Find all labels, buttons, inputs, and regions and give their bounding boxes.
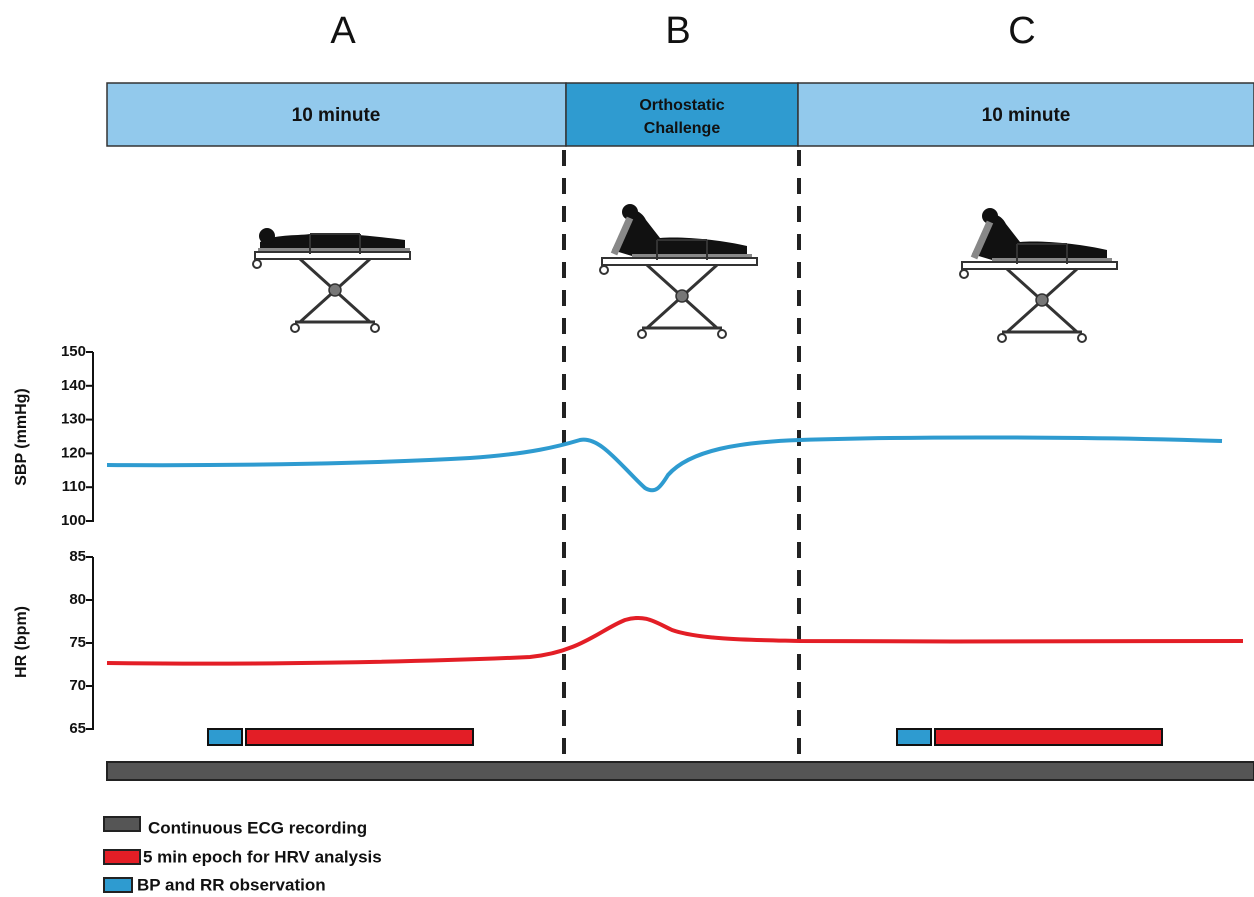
y-tick-label: 140 bbox=[61, 377, 86, 394]
phase-label: Orthostatic bbox=[639, 97, 724, 114]
hrv-window bbox=[935, 729, 1162, 745]
y-tick-label: 100 bbox=[61, 512, 86, 529]
y-tick-label: 110 bbox=[62, 478, 86, 495]
phase-label: 10 minute bbox=[292, 105, 381, 126]
legend-swatch bbox=[104, 878, 132, 892]
y-tick-label: 80 bbox=[69, 591, 86, 608]
hr-curve bbox=[107, 618, 1243, 664]
legend-label: 5 min epoch for HRV analysis bbox=[143, 847, 382, 866]
bp-rr-window bbox=[897, 729, 931, 745]
sbp-curve bbox=[107, 437, 1222, 490]
y-tick-label: 120 bbox=[61, 444, 86, 461]
phase-label: 10 minute bbox=[982, 105, 1071, 126]
legend-swatch bbox=[104, 817, 140, 831]
y-tick-label: 70 bbox=[69, 677, 86, 694]
y-tick-label: 85 bbox=[69, 548, 86, 565]
hrv-window bbox=[246, 729, 473, 745]
stretcher-tilted bbox=[600, 204, 757, 338]
bp-rr-window bbox=[208, 729, 242, 745]
y-tick-label: 65 bbox=[69, 720, 86, 737]
phase-letter: C bbox=[1008, 10, 1035, 52]
legend-swatch bbox=[104, 850, 140, 864]
phase-label: Challenge bbox=[644, 120, 721, 137]
y-tick-label: 130 bbox=[61, 411, 86, 428]
phase-letter: A bbox=[330, 10, 356, 52]
axes: SBP (mmHg) HR (bpm) 150 140 130 120 110 100 85… bbox=[13, 343, 93, 737]
legend: Continuous ECG recording 5 min epoch for… bbox=[104, 817, 382, 894]
stretcher-supine bbox=[253, 228, 410, 332]
ecg-bar bbox=[107, 762, 1254, 780]
y-tick-label: 150 bbox=[61, 343, 86, 360]
phase-letter: B bbox=[665, 10, 690, 52]
figure: A B C 10 minute Orthostatic Challenge 10… bbox=[0, 0, 1254, 897]
legend-label: Continuous ECG recording bbox=[148, 818, 367, 837]
phase-header: A B C 10 minute Orthostatic Challenge 10… bbox=[107, 10, 1254, 146]
legend-label: BP and RR observation bbox=[137, 875, 326, 894]
axis-label: SBP (mmHg) bbox=[13, 388, 30, 486]
y-tick-label: 75 bbox=[69, 634, 86, 651]
axis-label: HR (bpm) bbox=[13, 606, 30, 678]
stretcher-tilted bbox=[960, 208, 1117, 342]
